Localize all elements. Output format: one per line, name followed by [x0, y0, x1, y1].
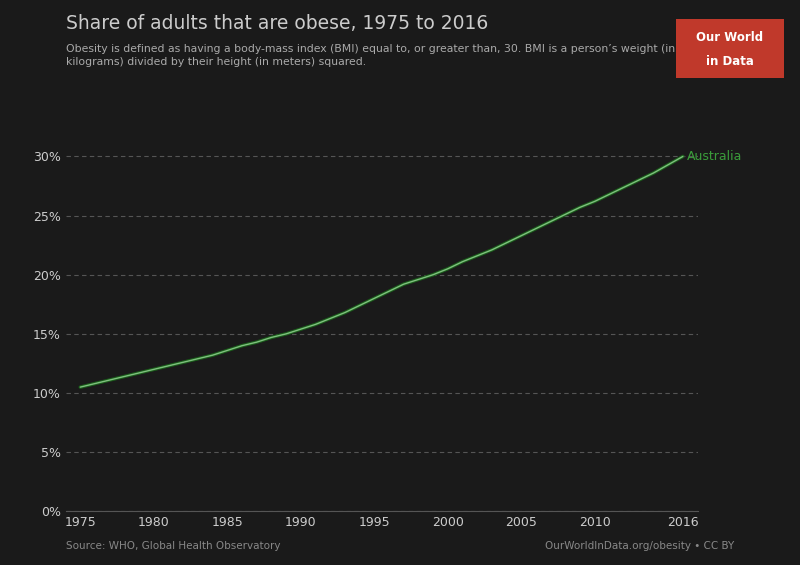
Text: Share of adults that are obese, 1975 to 2016: Share of adults that are obese, 1975 to …	[66, 14, 488, 33]
Text: Source: WHO, Global Health Observatory: Source: WHO, Global Health Observatory	[66, 541, 280, 551]
Text: in Data: in Data	[706, 55, 754, 68]
Text: OurWorldInData.org/obesity • CC BY: OurWorldInData.org/obesity • CC BY	[545, 541, 734, 551]
Text: Australia: Australia	[687, 150, 742, 163]
Text: Our World: Our World	[697, 31, 763, 44]
Text: Obesity is defined as having a body-mass index (BMI) equal to, or greater than, : Obesity is defined as having a body-mass…	[66, 44, 674, 67]
